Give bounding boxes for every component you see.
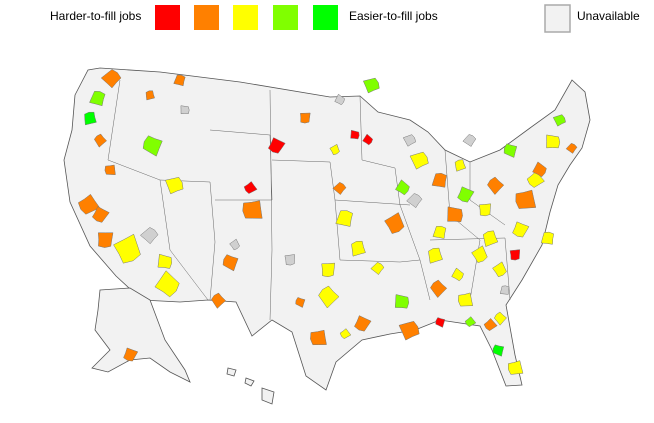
region [318, 285, 340, 309]
region [335, 210, 353, 227]
legend-swatch [233, 5, 258, 30]
region [354, 315, 372, 332]
region [471, 245, 488, 264]
region [173, 74, 186, 87]
region [483, 318, 498, 332]
region [89, 91, 106, 107]
region [84, 111, 97, 126]
region [154, 270, 180, 298]
legend-unavailable-label: Unavailable [577, 9, 640, 23]
region [432, 225, 447, 239]
region [540, 231, 554, 245]
region [145, 90, 155, 101]
region [350, 129, 360, 140]
region [479, 203, 491, 217]
region [140, 227, 159, 245]
region [395, 179, 410, 196]
region [462, 134, 477, 147]
region [332, 181, 347, 195]
region [370, 262, 385, 275]
region [362, 77, 380, 94]
region [508, 360, 524, 375]
region [447, 206, 463, 223]
region [384, 212, 405, 234]
region [123, 347, 139, 362]
region [487, 176, 505, 195]
region [532, 161, 547, 178]
region [451, 267, 464, 282]
region [334, 93, 345, 106]
region [458, 292, 474, 307]
hawaii [226, 367, 275, 405]
alaska [91, 287, 191, 383]
region [267, 137, 286, 154]
region [211, 292, 227, 309]
region [430, 279, 448, 298]
legend-swatch [194, 5, 219, 30]
region [394, 294, 410, 309]
region [100, 69, 122, 89]
region [157, 253, 172, 269]
legend-swatch [273, 5, 298, 30]
region [526, 170, 545, 188]
region [300, 112, 311, 124]
region [98, 232, 114, 248]
legend-swatch [155, 5, 180, 30]
region [492, 261, 507, 278]
region [565, 143, 578, 154]
region [284, 254, 295, 266]
region [464, 316, 477, 328]
region [431, 173, 447, 188]
region [482, 230, 499, 247]
legend-swatch [313, 5, 338, 30]
region [295, 297, 306, 308]
region [398, 321, 420, 341]
region [93, 133, 107, 148]
region [428, 247, 443, 264]
region [310, 329, 327, 346]
region [180, 105, 190, 115]
region [499, 285, 510, 295]
legend-easier-label: Easier-to-fill jobs [349, 9, 438, 23]
region [406, 193, 423, 209]
region [493, 311, 507, 326]
region [77, 193, 101, 215]
region [242, 200, 263, 219]
region [457, 186, 475, 203]
region [329, 143, 340, 156]
region [435, 317, 446, 328]
region [515, 189, 537, 209]
region [229, 238, 240, 251]
region [113, 233, 141, 264]
region [512, 221, 530, 238]
region [339, 328, 352, 340]
region [222, 254, 239, 272]
region [546, 134, 561, 149]
regions [77, 69, 578, 375]
region [552, 114, 566, 127]
region [454, 159, 467, 172]
region [509, 249, 521, 261]
region [164, 177, 184, 195]
region [91, 206, 110, 223]
region [362, 133, 373, 146]
region [492, 344, 505, 357]
legend-harder-label: Harder-to-fill jobs [50, 9, 141, 23]
region [402, 134, 416, 147]
region [351, 240, 366, 257]
region [104, 164, 116, 175]
region [503, 143, 518, 158]
legend-unavailable-swatch [544, 4, 571, 33]
state-lines [107, 79, 511, 321]
region [142, 135, 163, 157]
region [243, 181, 258, 194]
region [409, 151, 429, 170]
region [321, 262, 335, 278]
